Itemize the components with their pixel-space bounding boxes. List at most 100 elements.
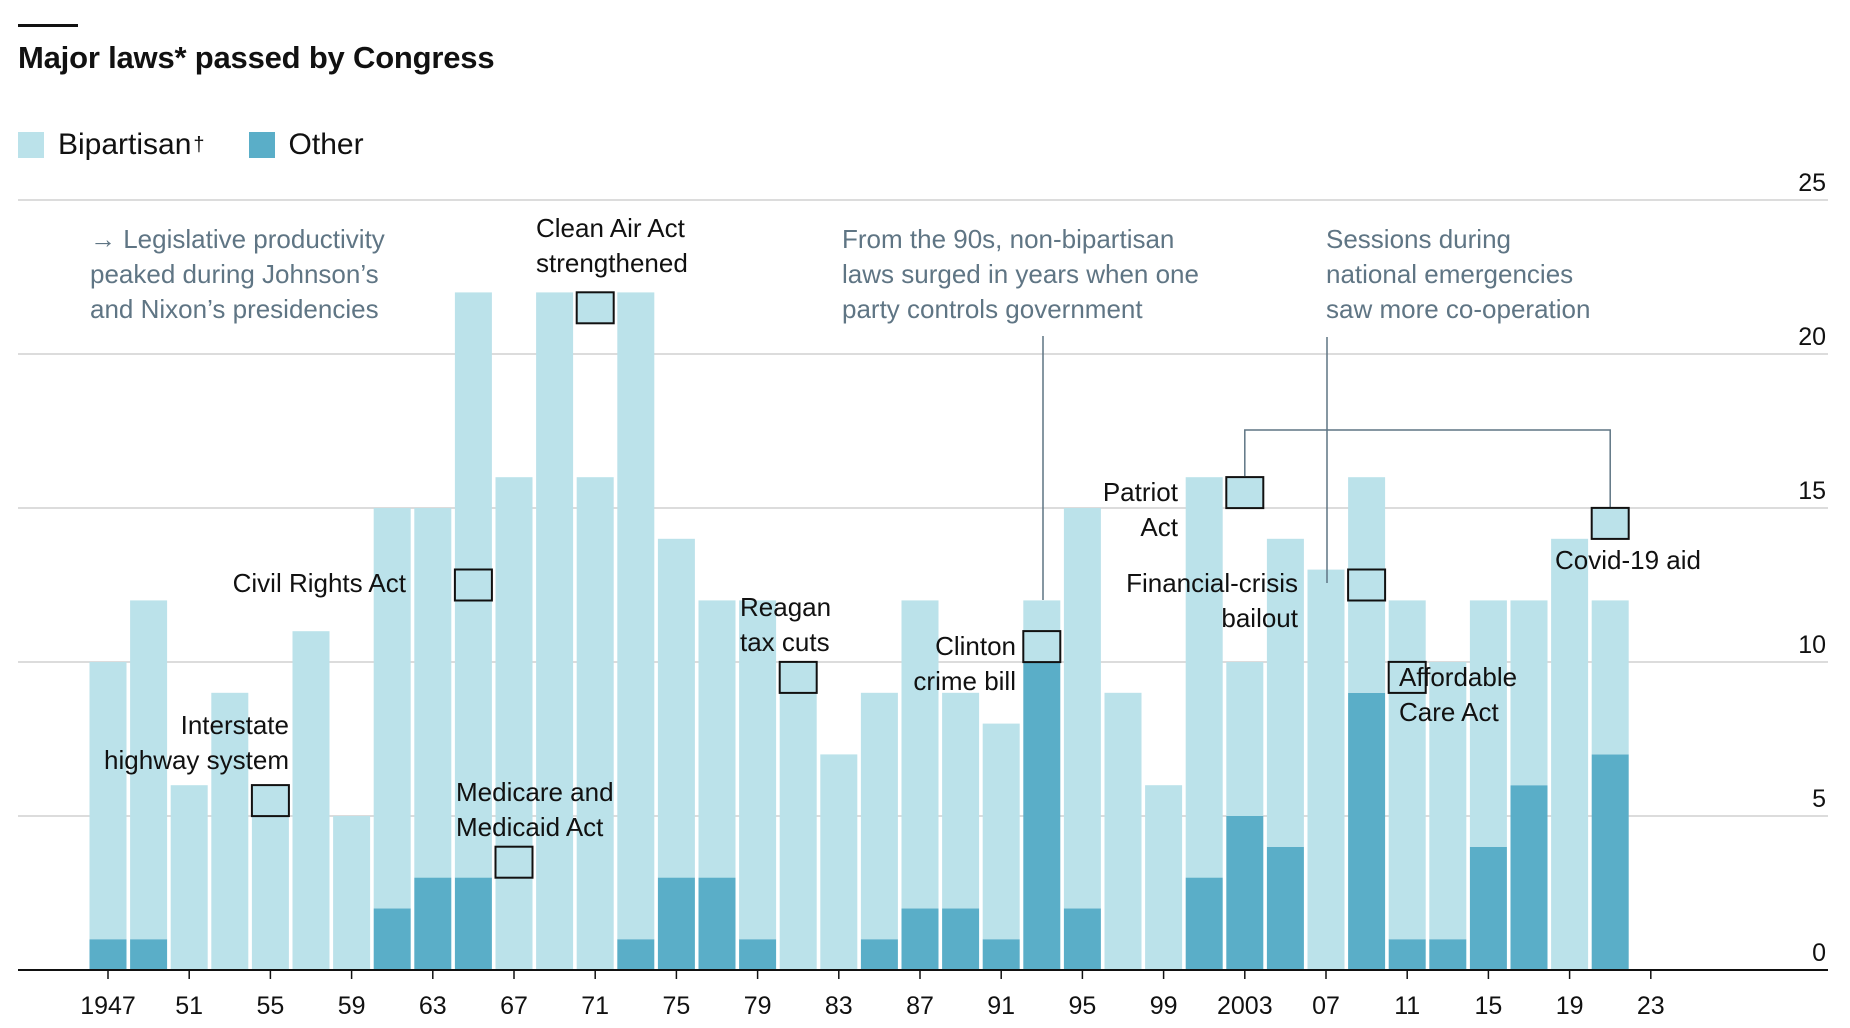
x-tick-label: 83: [825, 992, 853, 1020]
bar-other: [414, 877, 452, 970]
bar-bipartisan: [860, 692, 898, 940]
bar-other: [1429, 939, 1467, 970]
bar-bipartisan: [698, 600, 736, 878]
annotation-label: Medicare and Medicaid Act: [456, 777, 614, 842]
bar-bipartisan: [1510, 600, 1548, 786]
annotation-label: Financial-crisis bailout: [1126, 568, 1299, 633]
legend-dagger-mark: †: [193, 133, 205, 156]
bar-bipartisan: [739, 600, 777, 940]
bar-bipartisan: [1145, 785, 1183, 970]
bar-other: [901, 908, 939, 970]
bar-other: [698, 877, 736, 970]
annotation-note: Sessions during national emergencies saw m…: [1326, 224, 1590, 324]
annotation-marker-box: [1022, 630, 1062, 664]
bar-other: [982, 939, 1020, 970]
annotation-marker-box: [778, 660, 818, 694]
annotation-label: Civil Rights Act: [233, 568, 407, 598]
bar-bipartisan: [1429, 662, 1467, 940]
legend-label-bipartisan: Bipartisan: [58, 128, 192, 161]
bar-other: [1510, 785, 1548, 970]
bar-other: [617, 939, 655, 970]
bar-bipartisan: [292, 631, 330, 970]
bar-other: [1063, 908, 1101, 970]
x-tick-label: 2003: [1217, 992, 1273, 1020]
x-tick-label: 07: [1312, 992, 1340, 1020]
x-tick-label: 19: [1556, 992, 1584, 1020]
bar-other: [130, 939, 168, 970]
bar-bipartisan: [617, 292, 655, 940]
annotation-marker-box: [1347, 568, 1387, 602]
bar-bipartisan: [170, 785, 208, 970]
annotation-label: Affordable Care Act: [1399, 662, 1517, 727]
bar-other: [89, 939, 127, 970]
x-tick-label: 55: [256, 992, 284, 1020]
x-tick-label: 59: [338, 992, 366, 1020]
bar-bipartisan: [576, 477, 614, 970]
bar-bipartisan: [333, 816, 371, 970]
bar-bipartisan: [1551, 538, 1589, 970]
annotation-label: Reagan tax cuts: [740, 592, 831, 657]
y-tick-label: 10: [1798, 631, 1826, 659]
bar-other: [942, 908, 980, 970]
legend-item-bipartisan: Bipartisan †: [18, 128, 205, 162]
bar-bipartisan: [1063, 508, 1101, 909]
y-tick-label: 5: [1812, 785, 1826, 813]
bar-bipartisan: [1266, 538, 1304, 847]
x-tick-label: 99: [1150, 992, 1178, 1020]
annotation-label: Interstate highway system: [104, 710, 289, 775]
annotation-note: From the 90s, non-bipartisan laws surged …: [842, 224, 1199, 324]
bar-bipartisan: [982, 723, 1020, 940]
x-tick-label: 11: [1394, 992, 1420, 1020]
bar-bipartisan: [942, 692, 980, 909]
x-tick-label: 63: [419, 992, 447, 1020]
bar-bipartisan: [211, 692, 249, 970]
bar-other: [657, 877, 695, 970]
bar-bipartisan: [1388, 600, 1426, 940]
bracket-line: [1244, 429, 1611, 509]
x-tick-label: 23: [1637, 992, 1665, 1020]
bar-other: [1469, 846, 1507, 970]
annotation-marker-box: [494, 845, 534, 879]
bar-other: [860, 939, 898, 970]
annotation-label: Patriot Act: [1103, 477, 1179, 542]
bar-bipartisan: [657, 538, 695, 878]
bar-bipartisan: [495, 477, 533, 970]
legend: Bipartisan † Other: [18, 128, 408, 162]
x-tick-label: 75: [662, 992, 690, 1020]
annotation-label: Covid-19 aid: [1555, 545, 1701, 575]
bar-other: [1348, 692, 1386, 970]
bar-bipartisan: [130, 600, 168, 940]
x-tick-label: 1947: [80, 992, 136, 1020]
y-tick-label: 20: [1798, 323, 1826, 351]
bar-bipartisan: [1185, 477, 1223, 878]
annotation-marker-box: [250, 784, 290, 818]
x-tick-label: 87: [906, 992, 934, 1020]
x-tick-label: 91: [987, 992, 1015, 1020]
bar-bipartisan: [89, 662, 127, 940]
bar-bipartisan: [1226, 662, 1264, 816]
x-tick-label: 71: [581, 992, 609, 1020]
bar-bipartisan: [820, 754, 858, 970]
annotation-marker-box: [1590, 506, 1630, 540]
annotation-marker-box: [1225, 476, 1265, 510]
legend-item-other: Other: [248, 128, 364, 162]
annotation-note: → Legislative productivity peaked during …: [90, 224, 385, 324]
bar-other: [1185, 877, 1223, 970]
bar-other: [454, 877, 492, 970]
x-tick-label: 51: [175, 992, 203, 1020]
y-tick-label: 25: [1798, 169, 1826, 197]
y-tick-label: 0: [1812, 939, 1826, 967]
x-tick-label: 15: [1474, 992, 1502, 1020]
legend-swatch-other: [248, 132, 275, 158]
chart-title: Major laws* passed by Congress: [18, 40, 495, 75]
bar-other: [1023, 662, 1061, 970]
bar-bipartisan: [779, 692, 817, 970]
bar-other: [1388, 939, 1426, 970]
legend-swatch-bipartisan: [18, 132, 44, 158]
bar-bipartisan: [373, 508, 411, 909]
annotation-label: Clinton crime bill: [913, 631, 1016, 696]
bar-bipartisan: [1469, 600, 1507, 847]
annotation-marker-box: [453, 568, 493, 602]
bar-other: [739, 939, 777, 970]
